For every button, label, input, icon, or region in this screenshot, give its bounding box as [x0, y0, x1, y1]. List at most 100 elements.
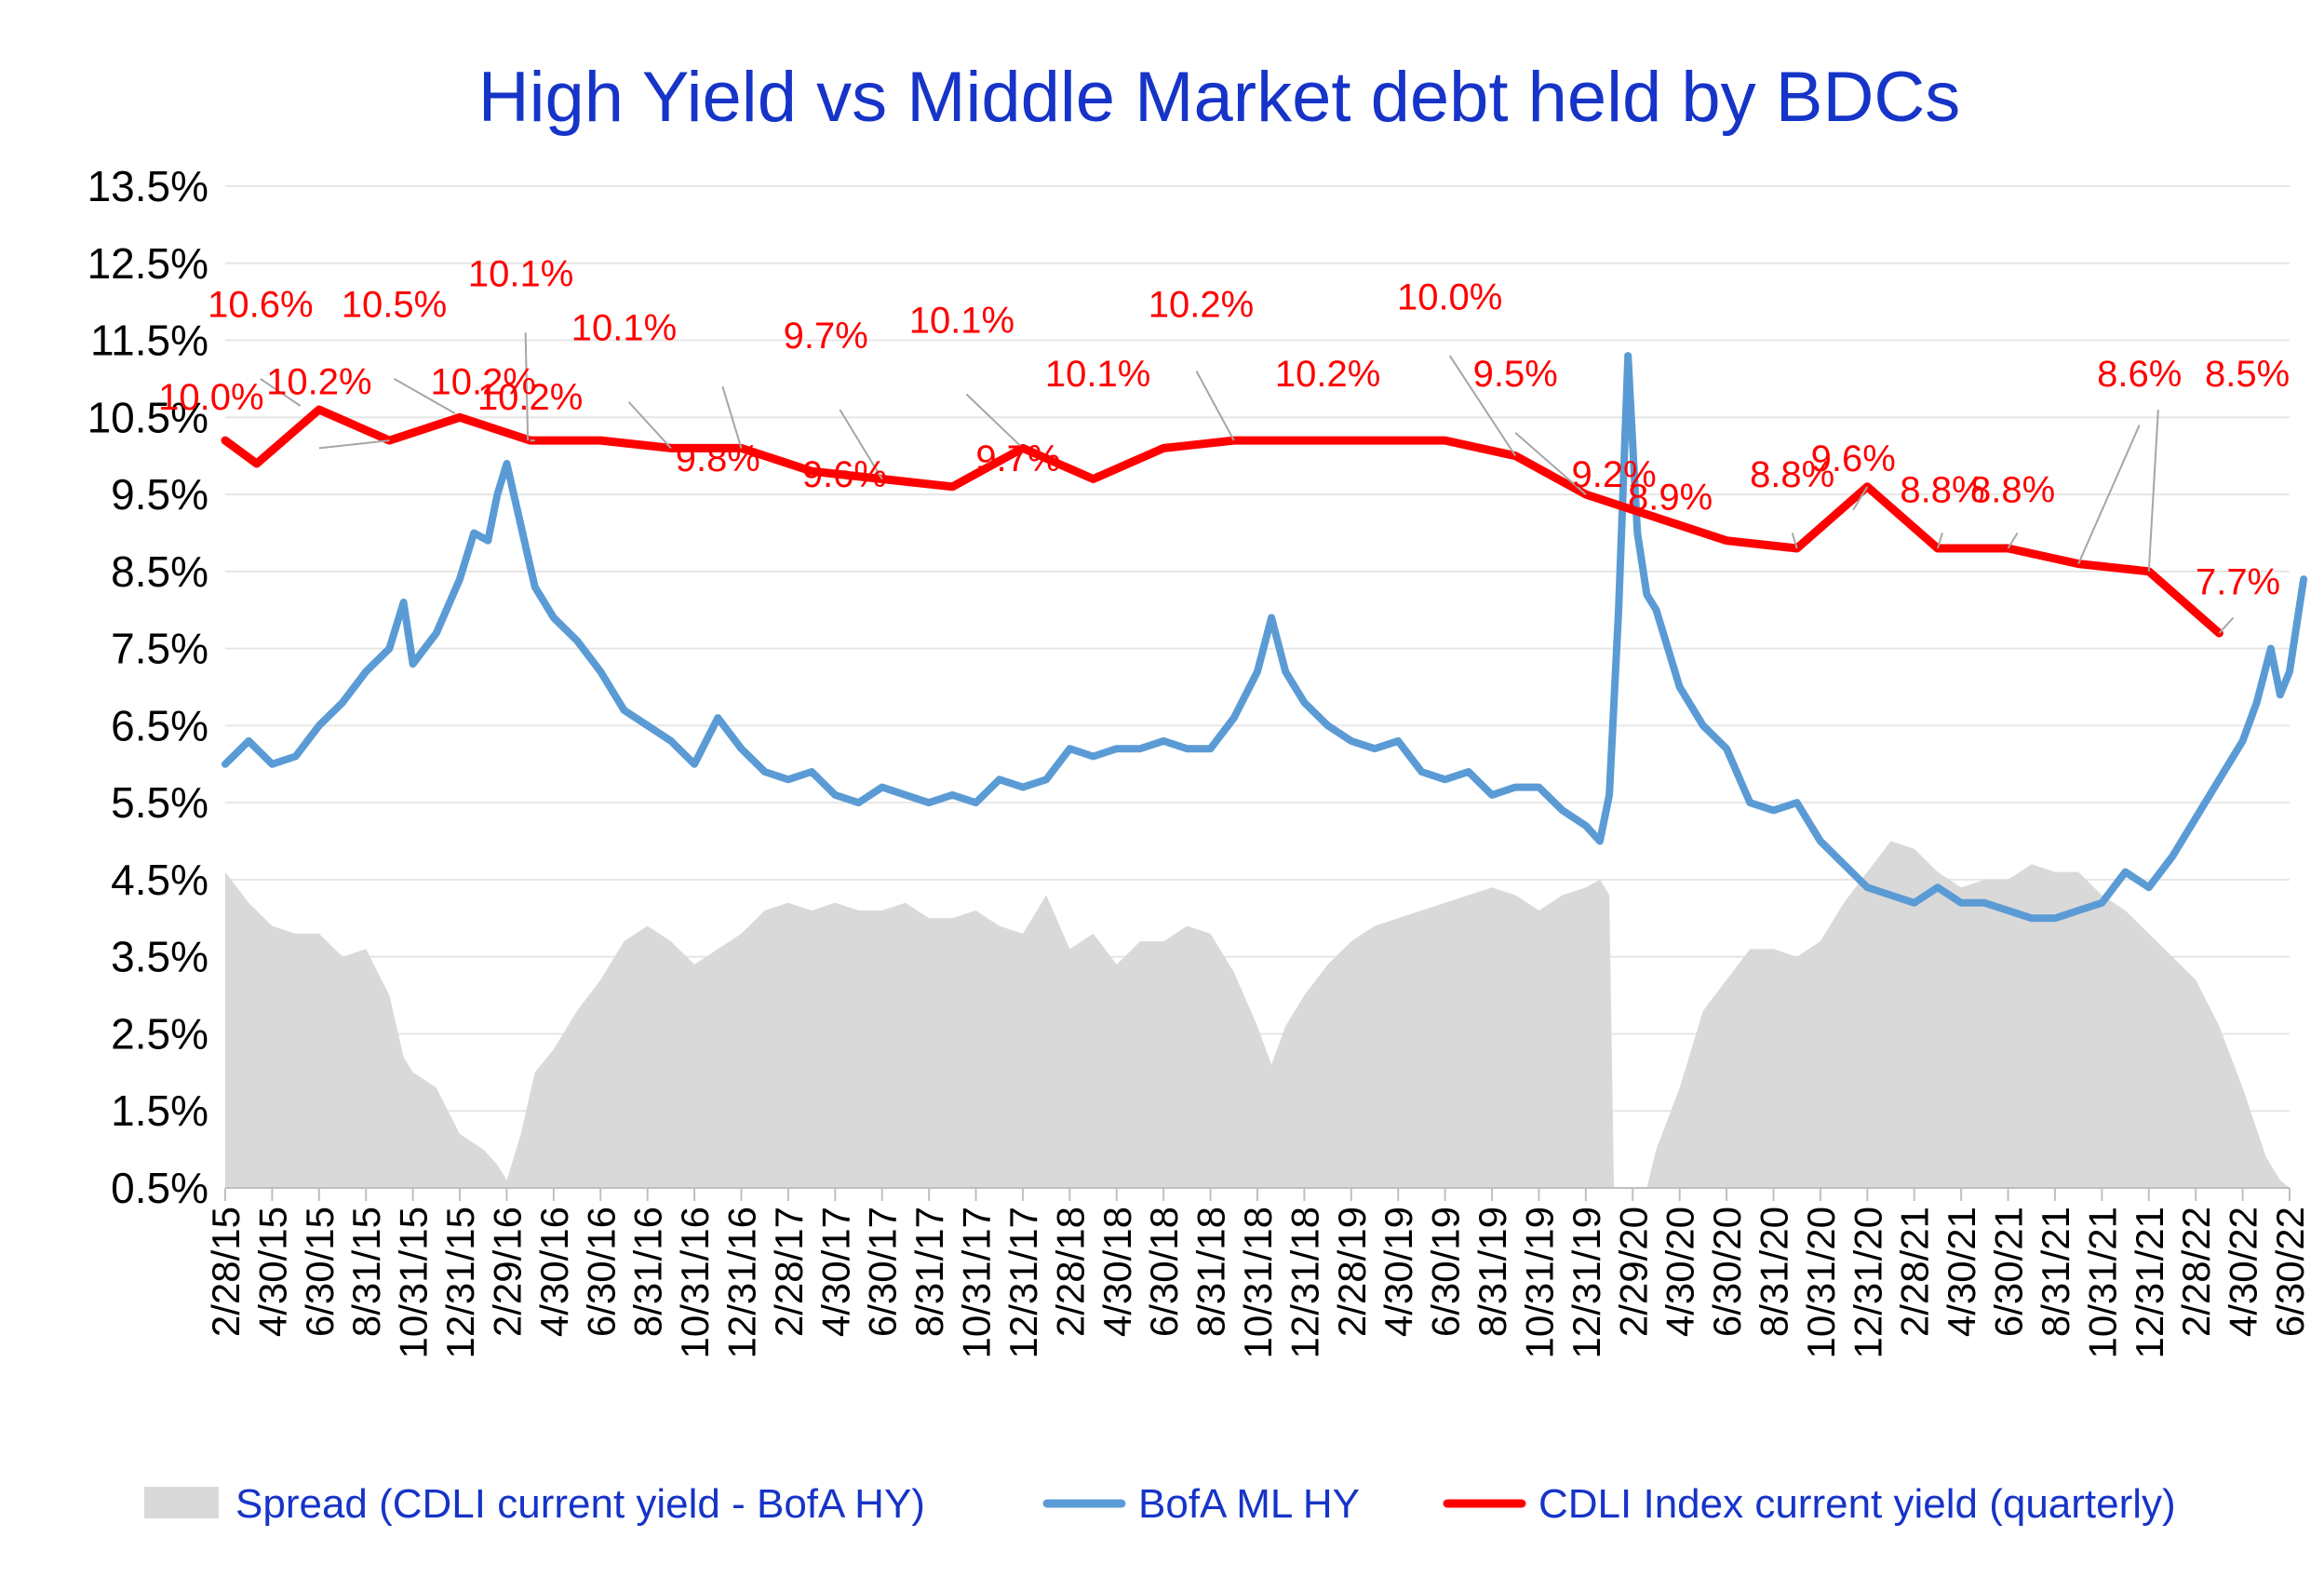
- y-tick-label: 8.5%: [111, 547, 208, 596]
- x-tick-label: 6/30/17: [861, 1207, 905, 1337]
- leader-line: [393, 378, 456, 415]
- legend-item: BofA ML HY: [1042, 1481, 1360, 1527]
- leader-line: [1936, 533, 1943, 549]
- legend-label: Spread (CDLI current yield - BofA HY): [235, 1481, 925, 1527]
- x-tick-label: 8/31/18: [1189, 1207, 1233, 1337]
- data-label: 9.5%: [1473, 354, 1558, 395]
- y-tick-label: 4.5%: [111, 856, 208, 904]
- data-label: 10.2%: [1275, 354, 1380, 395]
- data-label: 10.1%: [571, 308, 677, 349]
- x-tick-label: 10/31/15: [392, 1207, 436, 1359]
- data-label: 9.8%: [676, 438, 760, 479]
- x-tick-label: 8/31/16: [626, 1207, 670, 1337]
- x-tick-label: 2/28/22: [2174, 1207, 2218, 1337]
- y-tick-label: 7.5%: [111, 625, 208, 673]
- x-tick-label: 6/30/18: [1142, 1207, 1186, 1337]
- data-labels: 10.0% 10.6% 10.2% 10.5% 10.2% 10.1% 10.2% 10.1%…: [158, 254, 2290, 634]
- legend-item: Spread (CDLI current yield - BofA HY): [144, 1481, 925, 1527]
- y-tick-label: 0.5%: [111, 1164, 208, 1212]
- x-tick-label: 2/28/17: [767, 1207, 811, 1337]
- x-tick-label: 10/31/16: [673, 1207, 717, 1359]
- x-tick-label: 12/31/15: [438, 1207, 482, 1359]
- x-tick-label: 8/31/17: [907, 1207, 951, 1337]
- data-label: 10.2%: [266, 361, 371, 402]
- series-cdli-line: [221, 405, 2223, 638]
- legend-swatch: [144, 1487, 219, 1518]
- x-tick-label: 4/30/16: [532, 1207, 576, 1337]
- data-label: 8.8%: [1970, 469, 2055, 510]
- data-label: 10.1%: [1045, 354, 1150, 395]
- data-label: 10.2%: [477, 377, 583, 418]
- leader-line: [2147, 409, 2159, 572]
- data-label: 8.8%: [1900, 469, 1984, 510]
- x-tick-label: 2/28/18: [1048, 1207, 1092, 1337]
- y-tick-label: 3.5%: [111, 933, 208, 981]
- x-tick-label: 2/29/20: [1611, 1207, 1655, 1337]
- y-tick-label: 2.5%: [111, 1009, 208, 1058]
- y-tick-label: 1.5%: [111, 1086, 208, 1135]
- x-tick-label: 2/29/16: [485, 1207, 529, 1337]
- data-label: 8.8%: [1750, 454, 1834, 495]
- x-tick-label: 4/30/17: [813, 1207, 857, 1337]
- leader-line: [1791, 533, 1798, 549]
- leader-line: [2007, 532, 2019, 549]
- x-tick-label: 8/31/20: [1753, 1207, 1796, 1337]
- legend-item: CDLI Index current yield (quarterly): [1443, 1481, 2176, 1527]
- y-tick-label: 12.5%: [87, 239, 208, 288]
- leader-line: [839, 409, 883, 480]
- leader-line: [524, 332, 530, 441]
- leader-line: [721, 385, 743, 449]
- x-tick-label: 6/30/21: [1987, 1207, 2031, 1337]
- leader-line: [1514, 432, 1587, 495]
- series-spread-area: [225, 841, 2290, 1188]
- data-label: 10.6%: [208, 285, 313, 326]
- data-label: 9.7%: [975, 438, 1060, 479]
- data-label: 8.5%: [2205, 354, 2290, 395]
- data-label: 10.1%: [468, 254, 573, 295]
- data-label: 10.2%: [431, 361, 536, 402]
- x-axis: 2/28/15 4/30/15 6/30/15 8/31/15 10/31/15 12/3…: [204, 1188, 2312, 1359]
- data-label: 8.9%: [1628, 478, 1713, 519]
- leader-line: [965, 393, 1024, 450]
- y-tick-label: 10.5%: [87, 393, 208, 441]
- y-tick-label: 6.5%: [111, 701, 208, 749]
- x-tick-label: 8/31/15: [344, 1207, 388, 1337]
- leader-line: [2218, 616, 2235, 634]
- x-tick-label: 4/30/18: [1095, 1207, 1139, 1337]
- data-label: 10.1%: [909, 300, 1014, 341]
- y-tick-label: 13.5%: [87, 162, 208, 210]
- series-bofa-hy-line: [222, 352, 2308, 923]
- leader-line: [318, 439, 390, 450]
- x-tick-label: 4/30/19: [1377, 1207, 1420, 1337]
- x-tick-label: 10/31/18: [1236, 1207, 1280, 1359]
- data-label: 10.0%: [1397, 276, 1502, 317]
- x-tick-label: 6/30/22: [2268, 1207, 2312, 1337]
- x-tick-label: 12/31/21: [2128, 1207, 2171, 1359]
- data-label: 8.6%: [2097, 354, 2182, 395]
- x-tick-label: 10/31/20: [1799, 1207, 1843, 1359]
- leader-line: [1448, 355, 1517, 457]
- x-tick-label: 6/30/16: [579, 1207, 623, 1337]
- leader-line: [2077, 425, 2141, 564]
- x-tick-label: 8/31/19: [1471, 1207, 1514, 1337]
- data-label: 10.0%: [158, 377, 263, 418]
- leader-line: [627, 401, 672, 450]
- x-tick-label: 10/31/17: [955, 1207, 999, 1359]
- x-tick-label: 2/28/21: [1893, 1207, 1937, 1337]
- leader-line: [1195, 371, 1235, 441]
- x-tick-label: 2/28/15: [204, 1207, 248, 1337]
- chart-title: High Yield vs Middle Market debt held by…: [478, 58, 1961, 137]
- x-tick-label: 4/30/20: [1659, 1207, 1702, 1337]
- x-tick-label: 10/31/21: [2080, 1207, 2124, 1359]
- x-tick-label: 12/31/18: [1283, 1207, 1326, 1359]
- data-label: 10.2%: [1149, 285, 1254, 326]
- data-label: 9.7%: [784, 316, 868, 357]
- y-tick-label: 5.5%: [111, 778, 208, 827]
- leader-line: [1852, 486, 1869, 511]
- y-tick-label: 11.5%: [90, 317, 208, 365]
- data-label: 7.7%: [2196, 562, 2280, 603]
- x-tick-label: 10/31/19: [1517, 1207, 1561, 1359]
- legend: Spread (CDLI current yield - BofA HY) Bof…: [144, 1481, 2176, 1527]
- y-tick-label: 9.5%: [111, 470, 208, 519]
